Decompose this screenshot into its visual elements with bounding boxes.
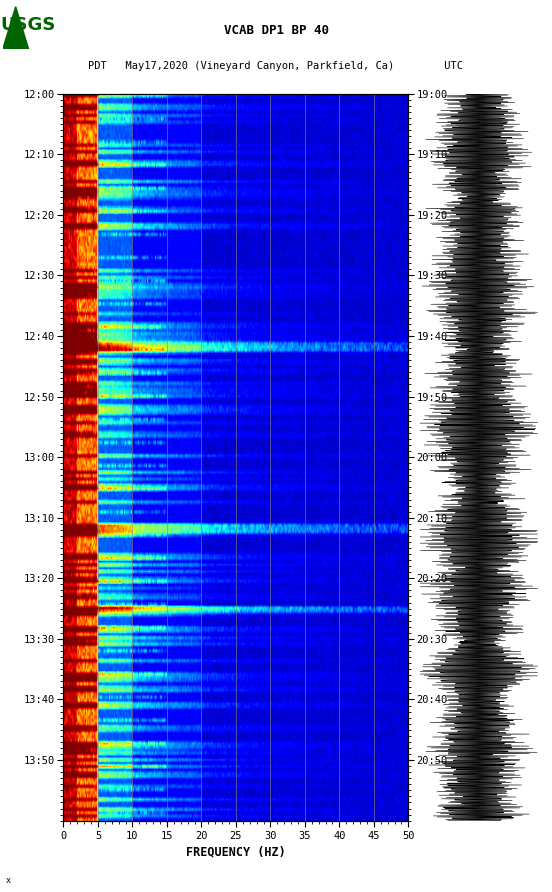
Text: PDT   May17,2020 (Vineyard Canyon, Parkfield, Ca)        UTC: PDT May17,2020 (Vineyard Canyon, Parkfie…: [88, 61, 464, 71]
Text: VCAB DP1 BP 40: VCAB DP1 BP 40: [224, 24, 328, 37]
Polygon shape: [3, 7, 29, 49]
Text: USGS: USGS: [0, 15, 56, 34]
Text: x: x: [6, 876, 10, 886]
X-axis label: FREQUENCY (HZ): FREQUENCY (HZ): [186, 846, 286, 858]
